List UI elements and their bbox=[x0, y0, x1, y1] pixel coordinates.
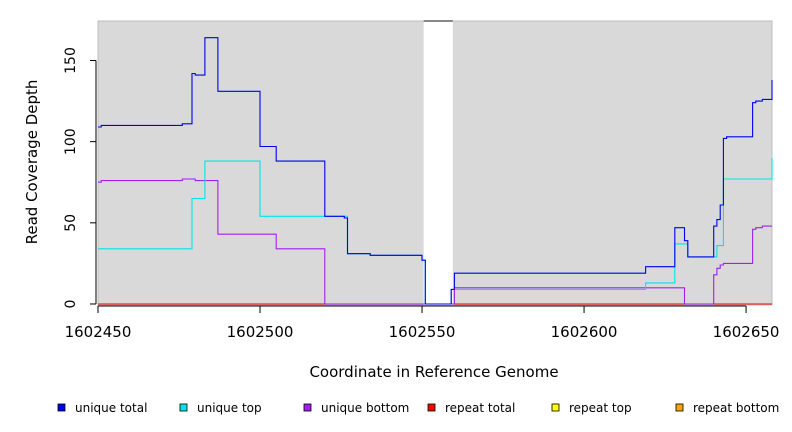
y-axis-label: Read Coverage Depth bbox=[23, 80, 41, 245]
legend-swatch bbox=[57, 403, 66, 412]
x-tick-label: 1602600 bbox=[551, 323, 618, 341]
series-line-unique-bottom bbox=[98, 178, 772, 305]
x-tick-label: 1602550 bbox=[389, 323, 456, 341]
legend-label: repeat total bbox=[445, 401, 515, 415]
x-tick-label: 1602650 bbox=[713, 323, 780, 341]
legend-label: repeat bottom bbox=[693, 401, 779, 415]
legend-label: unique top bbox=[197, 401, 262, 415]
axes-layer: 0 50 100 150 1602450 1602500 1602550 1602600 160… bbox=[63, 47, 779, 341]
y-tick-label: 100 bbox=[63, 128, 79, 155]
legend-label: unique bottom bbox=[321, 401, 409, 415]
legend-swatch bbox=[675, 403, 684, 412]
y-tick-label: 150 bbox=[63, 47, 79, 74]
legend-label: unique total bbox=[75, 401, 147, 415]
y-tick-label: 50 bbox=[63, 214, 79, 232]
legend-label: repeat top bbox=[569, 401, 632, 415]
legend-swatch bbox=[427, 403, 436, 412]
x-tick-label: 1602450 bbox=[65, 323, 132, 341]
gap-region bbox=[423, 20, 453, 305]
legend-swatch bbox=[179, 403, 188, 412]
legend: unique total unique top unique bottom repea… bbox=[57, 401, 779, 415]
y-tick-label: 0 bbox=[63, 300, 79, 309]
x-tick-label: 1602500 bbox=[227, 323, 294, 341]
legend-swatch bbox=[551, 403, 560, 412]
series-line-unique-total bbox=[98, 37, 773, 305]
legend-swatch bbox=[303, 403, 312, 412]
gap-layer bbox=[423, 20, 453, 305]
series-layer bbox=[98, 37, 773, 305]
x-axis-label: Coordinate in Reference Genome bbox=[309, 363, 558, 381]
